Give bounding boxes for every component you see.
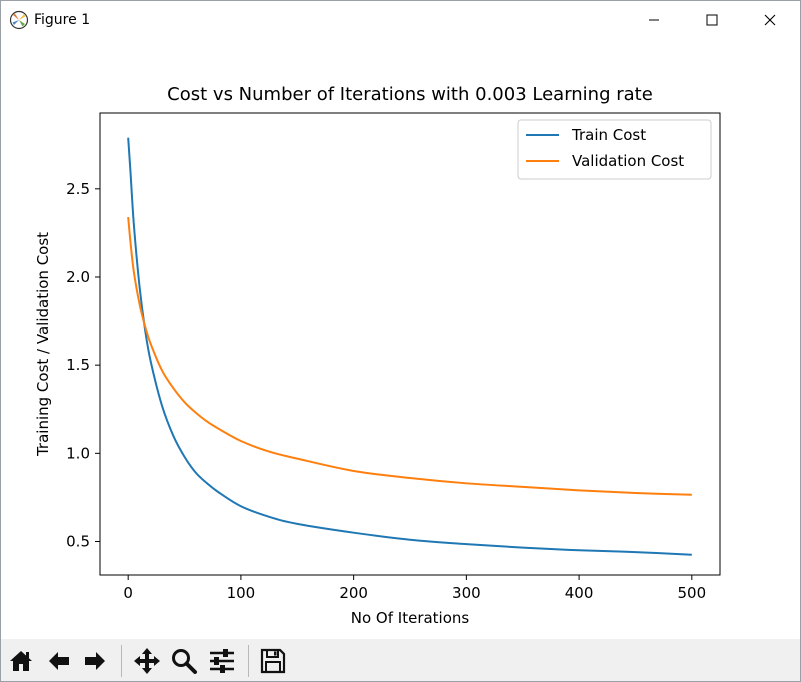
x-tick-label: 300 (452, 584, 481, 602)
figure-canvas[interactable]: 0 100 200 300 400 500 0.5 1.0 1.5 2.0 2.5 Cost vs… (1, 41, 800, 639)
y-tick-label: 1.0 (66, 444, 90, 462)
y-axis-label: Training Cost / Validation Cost (34, 232, 52, 457)
zoom-icon (172, 649, 197, 674)
forward-button[interactable] (79, 645, 111, 677)
series-line-train-cost (127, 137, 692, 556)
home-button[interactable] (5, 645, 37, 677)
back-button[interactable] (43, 645, 75, 677)
maximize-icon (706, 14, 718, 26)
y-tick-label: 2.5 (66, 180, 90, 198)
matplotlib-logo-icon (9, 10, 29, 30)
y-tick-label: 0.5 (66, 532, 90, 550)
navigation-toolbar (1, 639, 800, 681)
back-icon (49, 652, 69, 670)
x-tick-label: 100 (227, 584, 256, 602)
line-chart[interactable]: 0 100 200 300 400 500 0.5 1.0 1.5 2.0 2.5 Cost vs… (1, 41, 800, 639)
chart-title: Cost vs Number of Iterations with 0.003 … (167, 84, 653, 105)
close-button[interactable] (741, 1, 799, 39)
save-icon (260, 648, 286, 674)
toolbar-separator (248, 645, 249, 677)
pan-button[interactable] (131, 645, 163, 677)
y-tick-label: 2.0 (66, 268, 90, 286)
minimize-icon (649, 19, 659, 21)
save-button[interactable] (257, 645, 289, 677)
window-title: Figure 1 (34, 12, 91, 28)
x-tick-label: 400 (565, 584, 594, 602)
plot-frame (99, 112, 721, 576)
x-tick-label: 200 (339, 584, 368, 602)
title-bar[interactable]: Figure 1 (1, 1, 800, 41)
toolbar-separator (121, 645, 122, 677)
legend-label: Train Cost (571, 126, 646, 144)
maximize-button[interactable] (683, 1, 741, 39)
x-tick-label: 0 (123, 584, 133, 602)
close-icon (764, 14, 776, 26)
y-tick-label: 1.5 (66, 356, 90, 374)
minimize-button[interactable] (625, 1, 683, 39)
legend-label: Validation Cost (572, 152, 684, 170)
configure-subplots-icon (210, 649, 234, 673)
pan-icon (134, 648, 160, 674)
x-tick-label: 500 (677, 584, 706, 602)
configure-subplots-button[interactable] (206, 645, 238, 677)
zoom-button[interactable] (168, 645, 200, 677)
legend: Train Cost Validation Cost (517, 119, 712, 180)
legend-box (517, 119, 712, 180)
series-line-validation-cost (127, 216, 692, 496)
forward-icon (85, 652, 105, 670)
x-axis-label: No Of Iterations (351, 609, 470, 627)
home-icon (10, 651, 32, 671)
